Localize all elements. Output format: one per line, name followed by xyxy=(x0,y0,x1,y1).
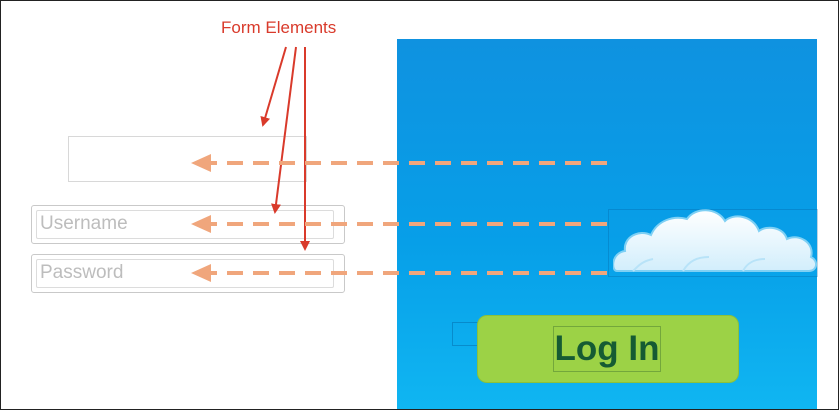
cloud-icon xyxy=(613,209,817,272)
username-placeholder: Username xyxy=(40,213,128,234)
password-placeholder: Password xyxy=(40,262,124,283)
annotation-arrow-username-field xyxy=(271,46,297,214)
annotation-arrow-blank-field xyxy=(260,46,287,127)
login-button-label: Log In xyxy=(554,329,660,368)
blank-input-field[interactable] xyxy=(68,136,307,182)
login-label-box: Log In xyxy=(553,326,661,372)
login-button[interactable]: Log In xyxy=(477,315,739,383)
dashed-arrowhead-username-field xyxy=(191,215,211,233)
annotation-title: Form Elements xyxy=(221,18,337,37)
cloud-bounding-box xyxy=(608,209,818,277)
dashed-arrowhead-password-field xyxy=(191,264,211,282)
dashed-arrowhead-blank-field xyxy=(191,154,211,172)
